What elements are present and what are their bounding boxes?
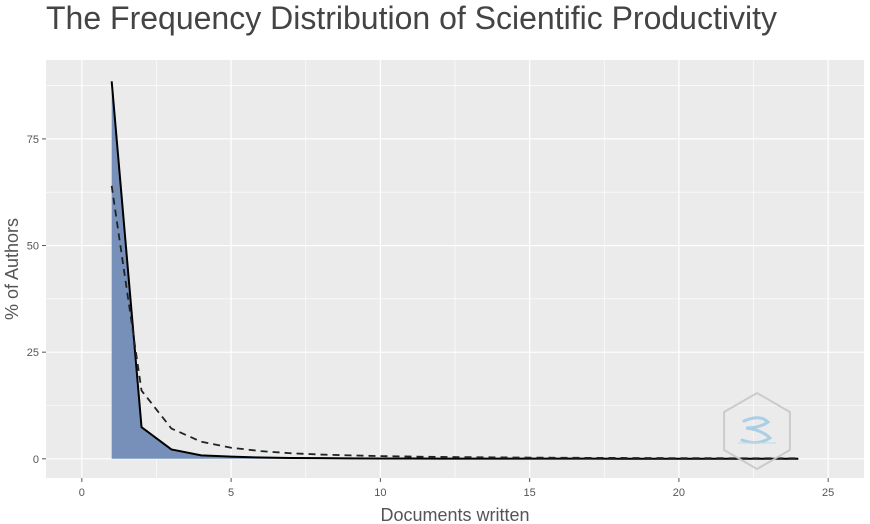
x-tick-label: 5 bbox=[228, 487, 234, 499]
x-tick-label: 0 bbox=[79, 487, 85, 499]
y-tick-label: 0 bbox=[33, 454, 39, 466]
x-tick-label: 20 bbox=[673, 487, 685, 499]
x-axis-title: Documents written bbox=[380, 505, 529, 524]
y-axis-title: % of Authors bbox=[2, 218, 22, 320]
x-tick-label: 10 bbox=[374, 487, 386, 499]
series-line-theoretical bbox=[110, 185, 799, 460]
y-tick-label: 75 bbox=[27, 134, 39, 146]
y-tick-label: 25 bbox=[27, 347, 39, 359]
x-tick-label: 15 bbox=[524, 487, 536, 499]
axis-ticks: 0 5 10 15 20 25 0 25 50 75 bbox=[27, 134, 835, 499]
y-tick-label: 50 bbox=[27, 241, 39, 253]
chart-title: The Frequency Distribution of Scientific… bbox=[46, 0, 777, 36]
bibliometrix-logo-icon bbox=[723, 391, 791, 471]
data-series bbox=[110, 81, 799, 460]
x-tick-label: 25 bbox=[822, 487, 834, 499]
